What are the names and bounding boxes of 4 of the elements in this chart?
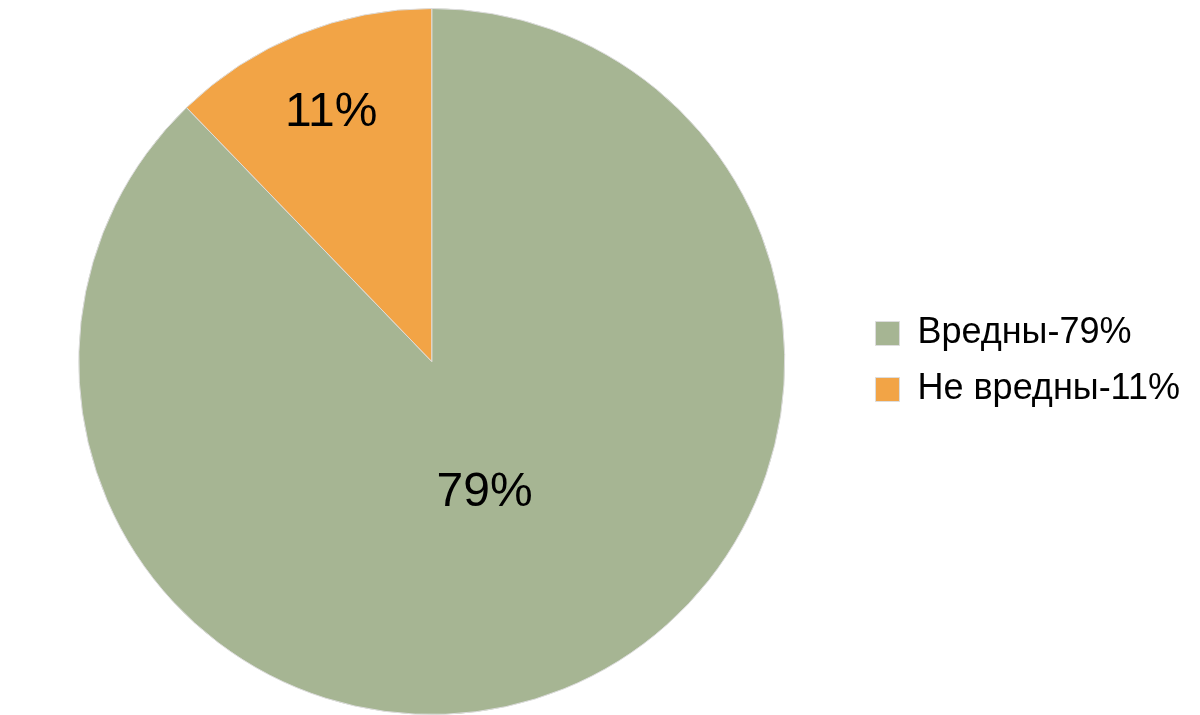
data-label: 11%: [284, 82, 378, 136]
legend-label: Не вредны-11%: [917, 366, 1180, 408]
legend-label: Вредны-79%: [917, 310, 1132, 352]
data-label: 79%: [436, 462, 533, 516]
